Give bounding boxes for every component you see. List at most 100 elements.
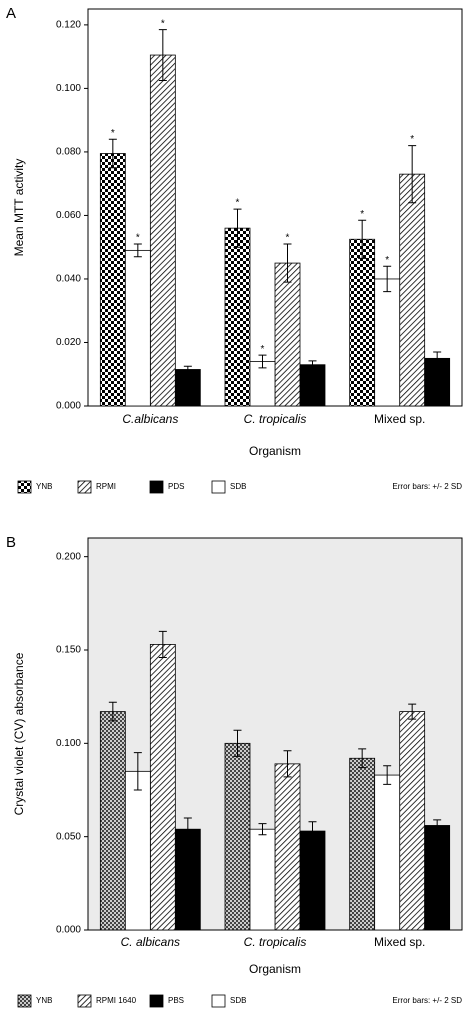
error-bar-note: Error bars: +/- 2 SD [392,996,462,1005]
y-tick-label: 0.000 [56,925,81,936]
error-bar [408,145,417,204]
y-tick-label: 0.000 [56,401,81,412]
bar [224,742,251,931]
error-bar [158,29,167,81]
y-tick-label: 0.100 [56,738,81,749]
significance-flag: * [136,233,140,244]
legend-swatch [211,994,226,1008]
error-bar [358,748,367,769]
legend-swatch [211,480,226,494]
legend-label: SDB [230,996,246,1005]
significance-flag: * [286,233,290,244]
error-bar [108,138,117,169]
bar [424,825,451,931]
error-bar [183,365,192,374]
x-tick-label: C. albicans [121,935,180,949]
error-bar [183,817,192,841]
bar [224,227,251,407]
y-tick-label: 0.050 [56,831,81,842]
bar [149,54,176,407]
bar [149,644,176,931]
legend-swatch [77,480,92,494]
bar [124,770,151,931]
legend-label: RPMI 1640 [96,996,137,1005]
y-tick-label: 0.040 [56,274,81,285]
panel-label: B [6,534,16,551]
bar [99,153,126,407]
bar [249,361,276,407]
legend-label: YNB [36,482,52,491]
y-axis-label: Crystal violet (CV) absorbance [12,652,26,815]
bar [399,711,426,931]
x-axis-label: Organism [249,962,301,976]
y-tick-label: 0.020 [56,337,81,348]
legend-swatch [149,994,164,1008]
bar [349,757,376,931]
bar [99,711,126,931]
legend-swatch [149,480,164,494]
significance-flag: * [236,198,240,209]
legend-label: PDS [168,482,184,491]
bar [374,774,401,931]
legend-swatch [17,480,32,494]
error-bar [308,821,317,841]
legend-swatch [77,994,92,1008]
error-bar [233,729,242,757]
legend-label: YNB [36,996,52,1005]
bar [174,369,201,407]
bar [299,830,326,931]
bar [274,262,301,407]
error-bar [283,750,292,778]
error-bar [383,765,392,785]
bar [174,828,201,931]
significance-flag: * [385,255,389,266]
y-tick-label: 0.080 [56,147,81,158]
x-tick-label: C. tropicalis [244,412,307,426]
bar [274,763,301,931]
significance-flag: * [161,18,165,29]
y-tick-label: 0.100 [56,83,81,94]
significance-flag: * [261,344,265,355]
legend-label: SDB [230,482,246,491]
error-bar [408,703,417,720]
x-tick-label: Mixed sp. [374,412,425,426]
y-tick-label: 0.120 [56,20,81,31]
significance-flag: * [111,128,115,139]
y-axis-label: Mean MTT activity [12,159,26,257]
panel-label: A [6,5,16,22]
error-bar [308,360,317,370]
legend-swatch [17,994,32,1008]
bar [299,364,326,407]
error-bar [133,243,142,258]
bar [399,173,426,407]
x-tick-label: Mixed sp. [374,935,425,949]
y-tick-label: 0.150 [56,645,81,656]
bar [124,249,151,407]
x-axis-label: Organism [249,444,301,458]
error-bar [358,219,367,259]
significance-flag: * [360,209,364,220]
bar [349,238,376,407]
x-tick-label: C. tropicalis [244,935,307,949]
error-bar [133,752,142,791]
significance-flag: * [410,134,414,145]
error-bar [158,630,167,658]
error-bar [233,208,242,248]
error-bar [258,823,267,836]
error-bar [383,265,392,293]
y-tick-label: 0.060 [56,210,81,221]
error-bar [433,351,442,366]
error-bar [108,701,117,722]
y-tick-label: 0.200 [56,551,81,562]
legend-label: PBS [168,996,184,1005]
error-bar [433,819,442,832]
bar [249,828,276,931]
bar [424,357,451,407]
legend-label: RPMI [96,482,116,491]
x-tick-label: C.albicans [122,412,178,426]
error-bar [283,243,292,283]
error-bar-note: Error bars: +/- 2 SD [392,482,462,491]
error-bar [258,354,267,369]
